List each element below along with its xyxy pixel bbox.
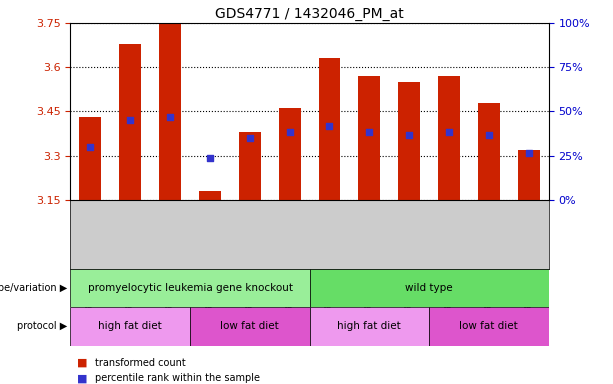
- Bar: [239, 132, 261, 200]
- Text: ■: ■: [77, 358, 87, 368]
- Point: [86, 144, 96, 150]
- Point: [364, 129, 374, 135]
- Bar: [80, 117, 101, 200]
- FancyBboxPatch shape: [70, 307, 190, 346]
- Bar: [159, 23, 181, 200]
- Point: [524, 149, 533, 156]
- Text: low fat diet: low fat diet: [221, 321, 279, 331]
- FancyBboxPatch shape: [70, 269, 310, 307]
- Point: [245, 135, 255, 141]
- Bar: [478, 103, 500, 200]
- Point: [484, 132, 494, 138]
- Bar: [518, 150, 539, 200]
- Point: [125, 117, 135, 123]
- Text: percentile rank within the sample: percentile rank within the sample: [95, 373, 260, 383]
- Bar: [359, 76, 380, 200]
- Text: wild type: wild type: [405, 283, 453, 293]
- Point: [284, 129, 294, 135]
- Text: genotype/variation ▶: genotype/variation ▶: [0, 283, 67, 293]
- Bar: [398, 82, 420, 200]
- Text: low fat diet: low fat diet: [460, 321, 518, 331]
- FancyBboxPatch shape: [429, 307, 549, 346]
- Bar: [319, 58, 340, 200]
- FancyBboxPatch shape: [310, 269, 549, 307]
- Text: promyelocytic leukemia gene knockout: promyelocytic leukemia gene knockout: [88, 283, 292, 293]
- FancyBboxPatch shape: [310, 307, 429, 346]
- Text: transformed count: transformed count: [95, 358, 186, 368]
- Text: ■: ■: [77, 373, 87, 383]
- Bar: [199, 191, 221, 200]
- Point: [205, 156, 215, 162]
- Point: [405, 132, 414, 138]
- Title: GDS4771 / 1432046_PM_at: GDS4771 / 1432046_PM_at: [215, 7, 404, 21]
- Bar: [279, 108, 300, 200]
- Point: [444, 129, 454, 135]
- Point: [325, 123, 335, 129]
- Text: high fat diet: high fat diet: [99, 321, 162, 331]
- Bar: [120, 44, 141, 200]
- Bar: [438, 76, 460, 200]
- Text: protocol ▶: protocol ▶: [17, 321, 67, 331]
- FancyBboxPatch shape: [190, 307, 310, 346]
- Point: [166, 114, 175, 120]
- Text: high fat diet: high fat diet: [338, 321, 401, 331]
